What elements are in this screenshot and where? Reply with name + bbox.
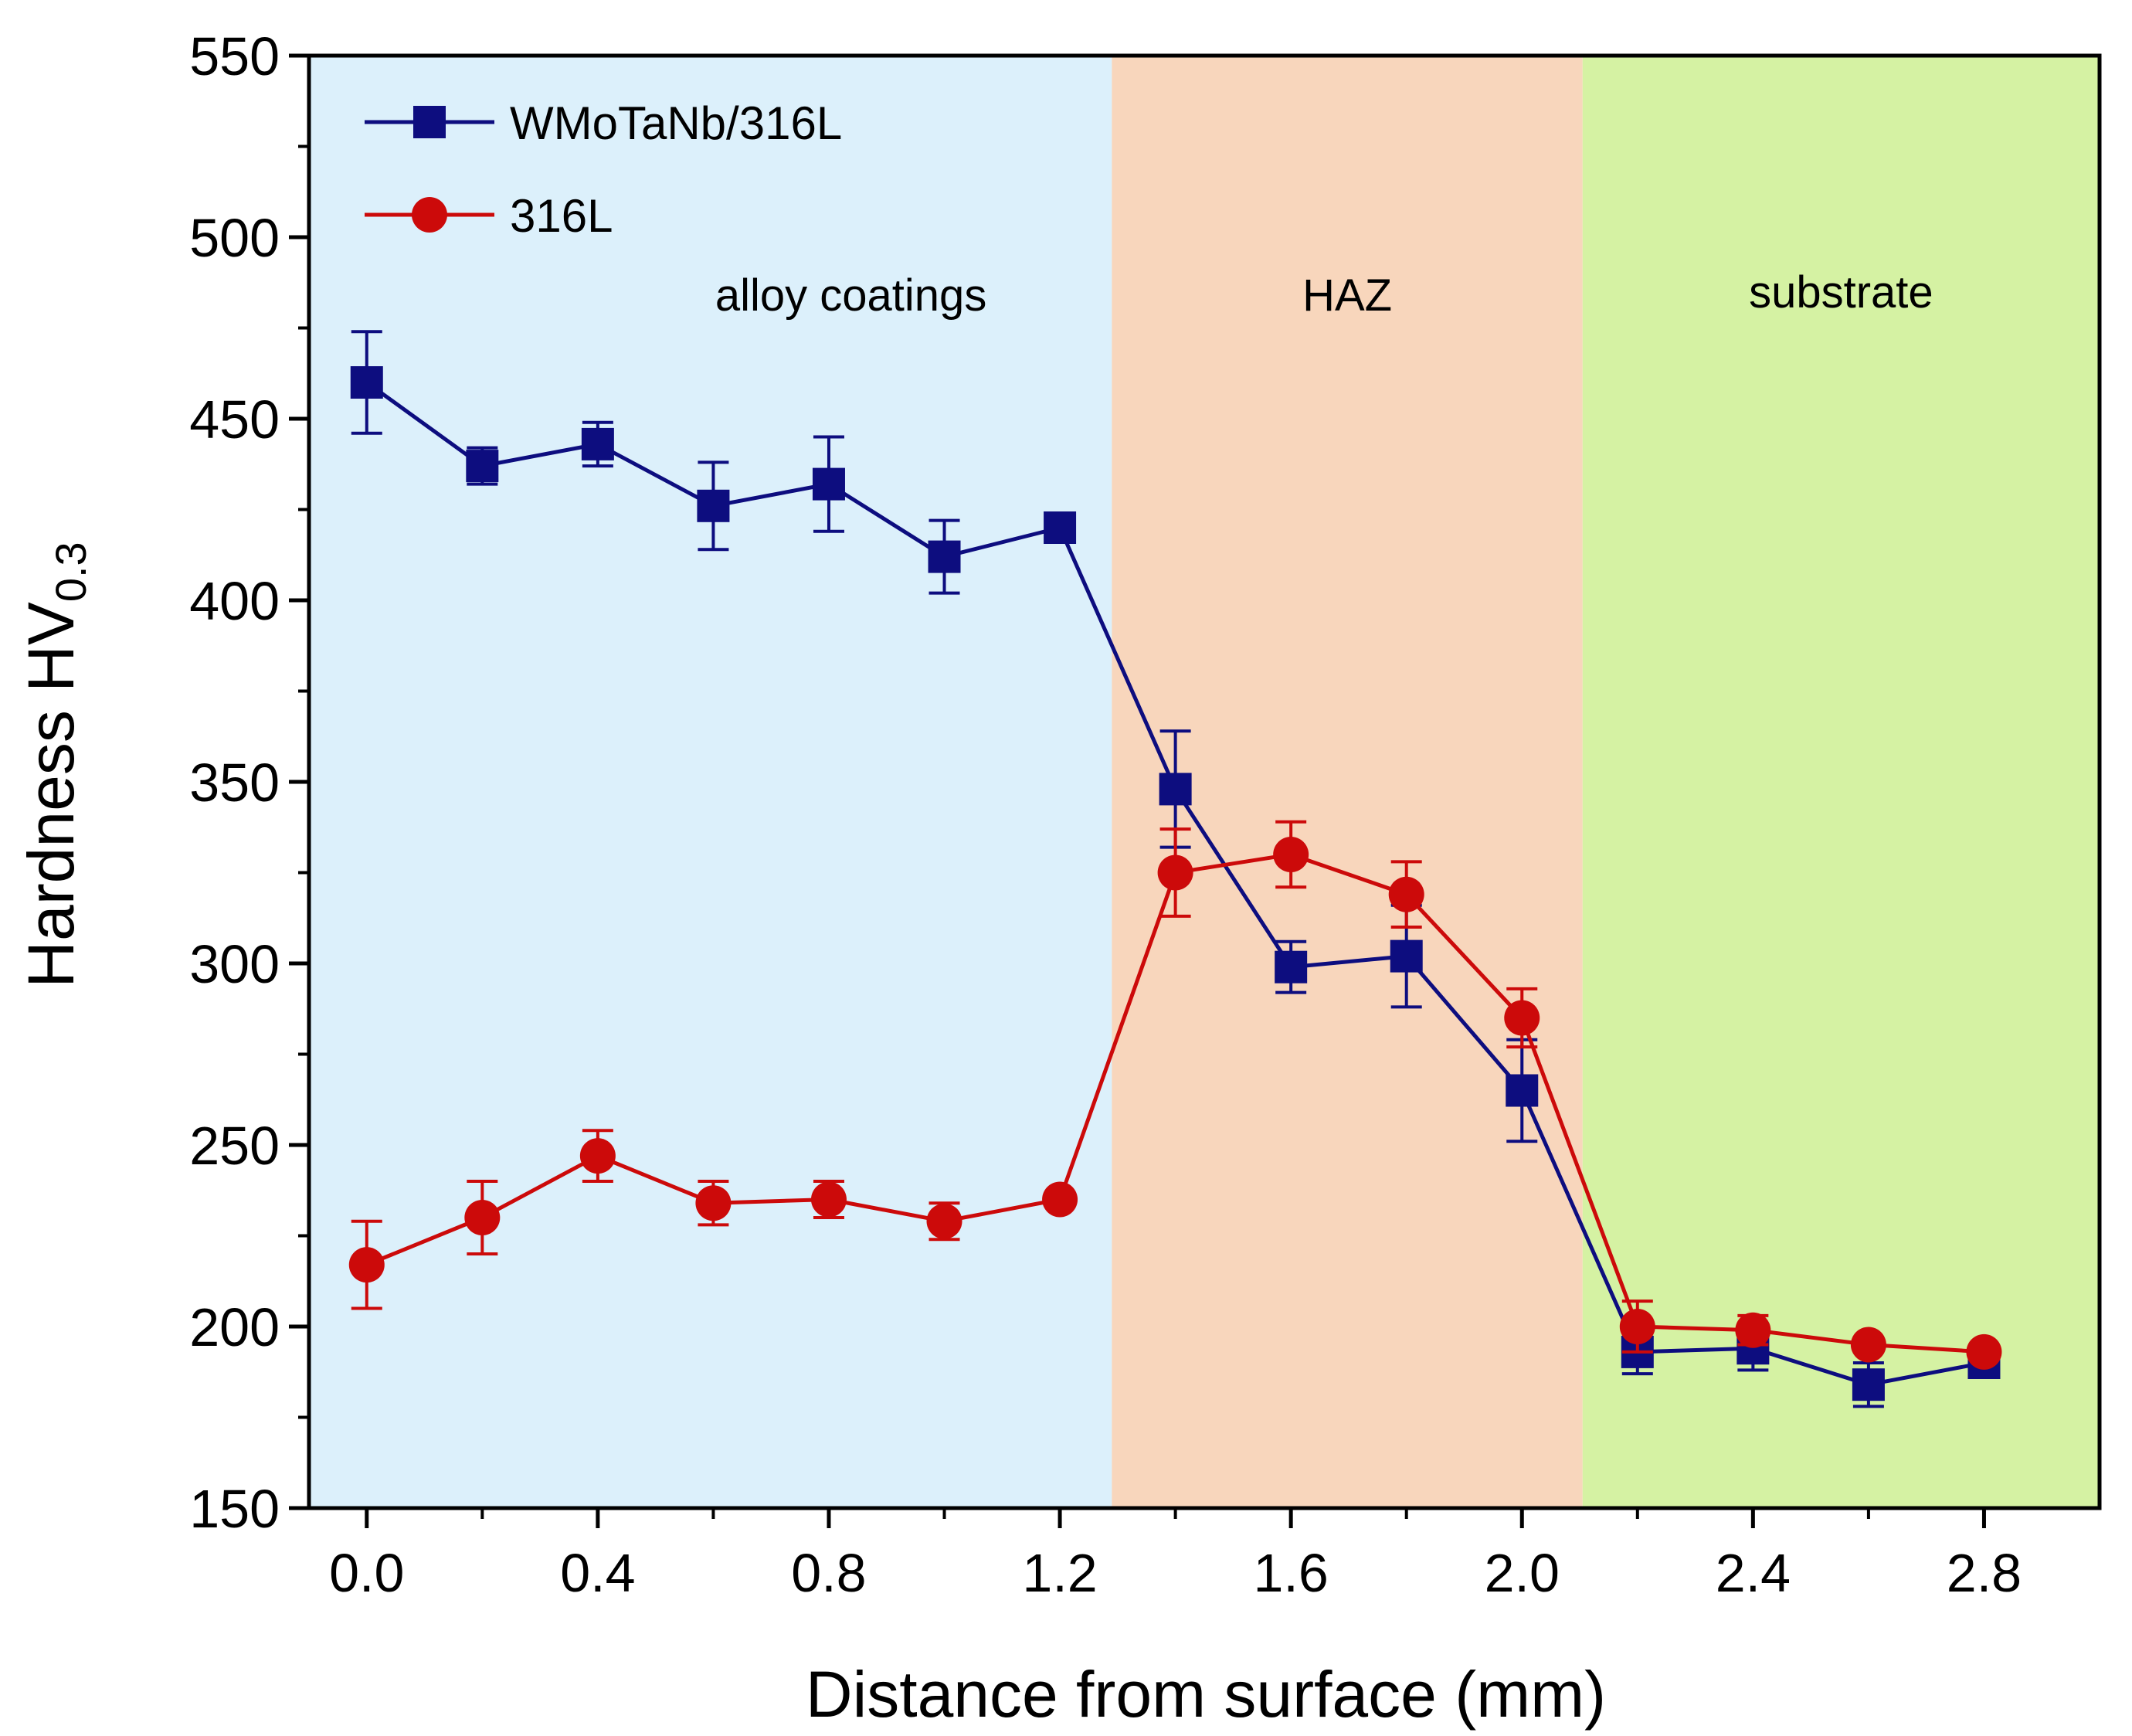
x-axis-title: Distance from surface (mm): [806, 1658, 1606, 1731]
data-point-wmotanb-316l: [1044, 511, 1077, 544]
data-point-wmotanb-316l: [812, 467, 845, 501]
data-point-316l: [579, 1138, 616, 1174]
data-point-316l: [1966, 1333, 2002, 1370]
series-layer: [348, 330, 2002, 1408]
data-point-wmotanb-316l: [1275, 950, 1308, 984]
legend-label-wmotanb-316l: WMoTaNb/316L: [510, 97, 842, 149]
data-point-wmotanb-316l: [581, 427, 614, 460]
y-tick-label: 350: [189, 752, 280, 813]
x-tick-label: 0.8: [791, 1543, 866, 1603]
region-labels: alloy coatings HAZ substrate: [715, 267, 1933, 321]
data-point-316l: [464, 1200, 501, 1235]
x-tick-label: 2.0: [1485, 1543, 1560, 1603]
y-tick-label: 150: [189, 1479, 280, 1539]
data-point-wmotanb-316l: [1159, 773, 1192, 806]
data-point-wmotanb-316l: [350, 366, 383, 399]
y-axis-title-subscript: 0.3: [46, 542, 95, 602]
data-point-wmotanb-316l: [928, 540, 961, 573]
data-point-wmotanb-316l: [1506, 1074, 1539, 1107]
data-point-316l: [1619, 1309, 1655, 1344]
data-point-316l: [1850, 1327, 1886, 1363]
data-point-316l: [1504, 1000, 1540, 1036]
data-point-wmotanb-316l: [1852, 1368, 1885, 1401]
y-tick-label: 400: [189, 571, 280, 631]
region-label-haz: HAZ: [1302, 270, 1392, 321]
region-backgrounds: [309, 56, 2100, 1508]
data-point-316l: [1273, 837, 1309, 872]
y-axis-title-main: Hardness HV: [15, 602, 87, 988]
x-tick-label: 1.2: [1022, 1543, 1097, 1603]
data-point-316l: [1042, 1181, 1078, 1218]
legend-marker-316l: [412, 197, 447, 233]
y-axis-title: Hardness HV0.3: [15, 542, 95, 987]
y-tick-label: 250: [189, 1116, 280, 1176]
legend-marker-wmotanb-316l: [413, 106, 446, 138]
region-label-alloy-coatings: alloy coatings: [715, 270, 986, 321]
axes: 0.0 0.4 0.8 1.2 1.6 2.0 2.4 2.8 150 200 250 300 350 4…: [189, 26, 2102, 1603]
x-tick-label: 2.8: [1947, 1543, 2022, 1603]
data-point-316l: [926, 1203, 962, 1239]
region-label-substrate: substrate: [1749, 267, 1933, 318]
x-tick-label: 2.4: [1716, 1543, 1791, 1603]
data-point-316l: [348, 1247, 385, 1283]
x-tick-label: 0.0: [329, 1543, 404, 1603]
y-tick-label: 550: [189, 26, 280, 87]
y-tick-label: 200: [189, 1297, 280, 1357]
region-substrate: [1582, 56, 2100, 1508]
y-tick-label: 300: [189, 934, 280, 994]
legend-label-316l: 316L: [510, 190, 613, 242]
x-tick-label: 1.6: [1254, 1543, 1329, 1603]
x-tick-label: 0.4: [560, 1543, 635, 1603]
y-tick-label: 500: [189, 208, 280, 268]
data-point-wmotanb-316l: [697, 489, 730, 522]
region-alloy-coatings: [309, 56, 1112, 1508]
data-point-316l: [1388, 876, 1424, 912]
y-tick-label: 450: [189, 389, 280, 450]
legend: WMoTaNb/316L 316L: [365, 97, 842, 242]
data-point-316l: [1735, 1312, 1771, 1348]
data-point-316l: [695, 1185, 732, 1221]
data-point-wmotanb-316l: [466, 450, 499, 483]
data-point-316l: [810, 1181, 847, 1218]
data-point-wmotanb-316l: [1390, 939, 1423, 973]
data-point-316l: [1157, 854, 1193, 891]
